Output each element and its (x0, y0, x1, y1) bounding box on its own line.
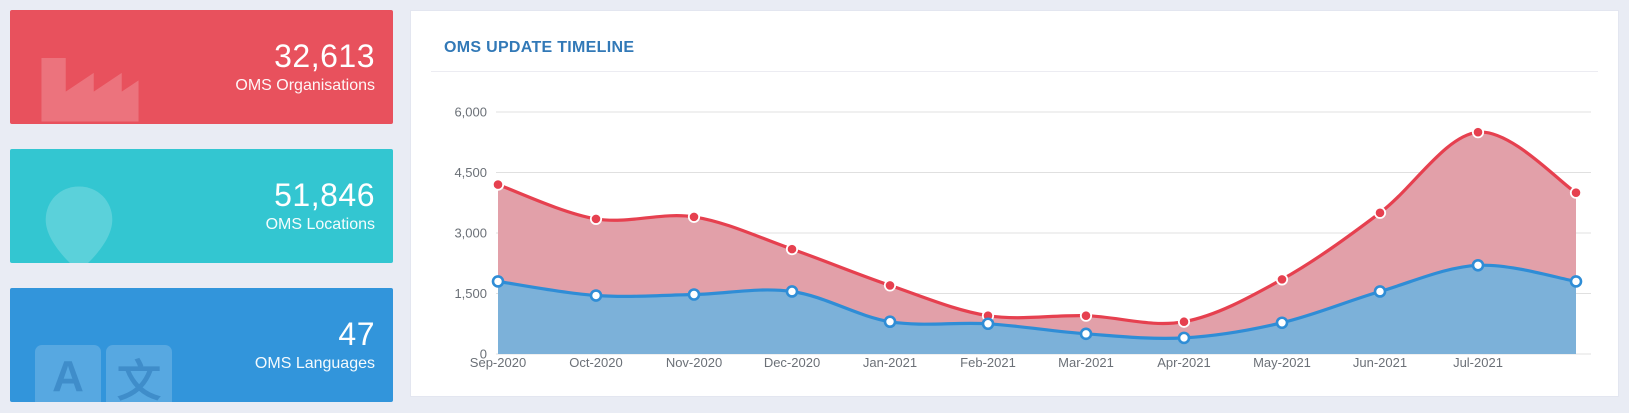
svg-text:Jan-2021: Jan-2021 (863, 355, 917, 370)
svg-text:Feb-2021: Feb-2021 (960, 355, 1016, 370)
stat-value: 47 (338, 316, 375, 353)
cjk-letter-box: 文 (106, 345, 172, 402)
stat-value: 51,846 (274, 177, 375, 214)
svg-text:Jun-2021: Jun-2021 (1353, 355, 1407, 370)
svg-text:1,500: 1,500 (454, 286, 487, 301)
stat-card-organisations[interactable]: 32,613 OMS Organisations (10, 10, 393, 124)
svg-text:Mar-2021: Mar-2021 (1058, 355, 1114, 370)
svg-text:4,500: 4,500 (454, 165, 487, 180)
timeline-area-chart[interactable]: 0 1,500 3,000 4,500 6,000 Sep-2020 Oct-2020 Nov… (411, 11, 1618, 396)
stat-card-locations[interactable]: 51,846 OMS Locations (10, 149, 393, 263)
title-divider (431, 71, 1598, 72)
svg-text:Apr-2021: Apr-2021 (1157, 355, 1210, 370)
svg-text:Sep-2020: Sep-2020 (470, 355, 526, 370)
svg-text:Dec-2020: Dec-2020 (764, 355, 820, 370)
stat-label: OMS Languages (254, 354, 375, 372)
stat-card-languages[interactable]: A 文 47 OMS Languages (10, 288, 393, 402)
svg-text:6,000: 6,000 (454, 105, 487, 120)
factory-icon (41, 58, 139, 122)
svg-text:Jul-2021: Jul-2021 (1453, 355, 1503, 370)
languages-icon: A 文 (35, 345, 172, 402)
svg-text:May-2021: May-2021 (1253, 355, 1311, 370)
svg-text:Oct-2020: Oct-2020 (569, 355, 622, 370)
location-pin-icon (45, 186, 113, 263)
svg-text:3,000: 3,000 (454, 226, 487, 241)
svg-text:0: 0 (480, 347, 487, 362)
stat-label: OMS Locations (265, 215, 375, 233)
latin-letter-box: A (35, 345, 101, 402)
chart-panel: OMS UPDATE TIMELINE 0 1,500 3,000 4,500 6,00… (410, 10, 1619, 397)
stat-label: OMS Organisations (235, 76, 375, 94)
svg-text:Nov-2020: Nov-2020 (666, 355, 722, 370)
chart-title: OMS UPDATE TIMELINE (444, 39, 635, 56)
stat-value: 32,613 (274, 38, 375, 75)
